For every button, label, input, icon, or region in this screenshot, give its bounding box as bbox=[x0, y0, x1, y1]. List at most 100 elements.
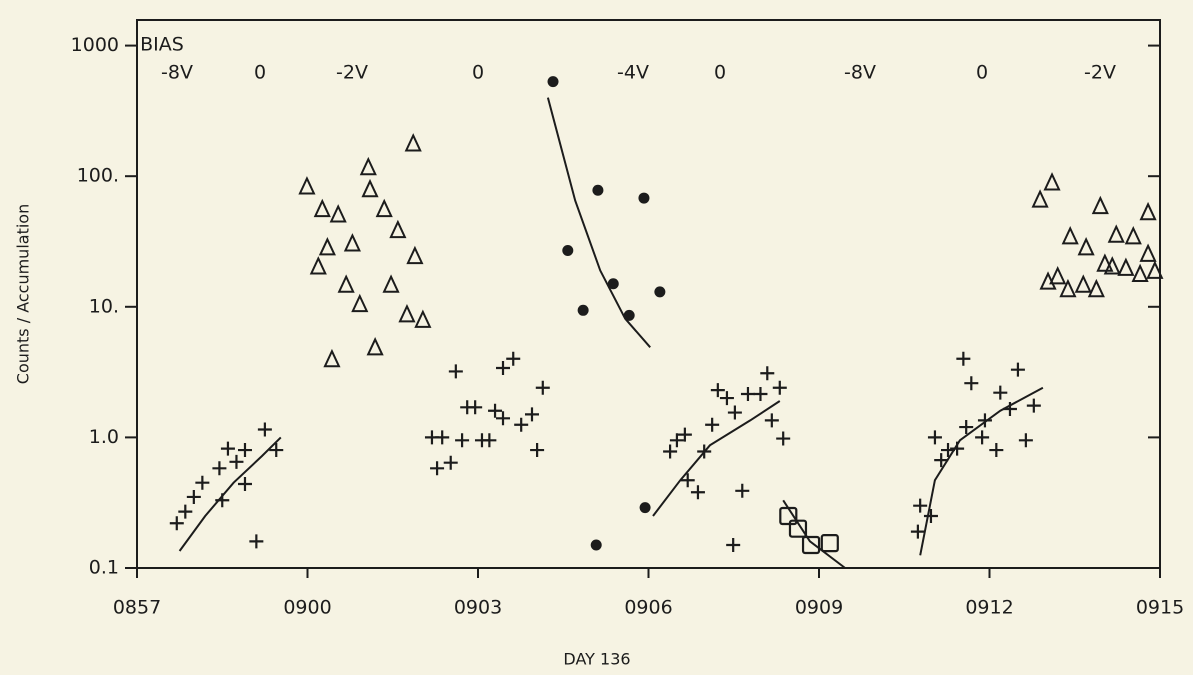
triangle-marker bbox=[1124, 226, 1142, 245]
x-axis-label: DAY 136 bbox=[563, 650, 630, 669]
fit-curve bbox=[652, 400, 781, 517]
bias-annotation: 0 bbox=[976, 62, 988, 84]
square-marker bbox=[820, 534, 839, 553]
triangle-marker bbox=[1074, 274, 1092, 293]
triangle-marker bbox=[337, 274, 355, 293]
plus-marker bbox=[690, 485, 705, 500]
triangle-marker bbox=[1131, 263, 1149, 283]
plus-marker bbox=[488, 403, 503, 418]
plus-marker bbox=[249, 534, 264, 549]
triangle-marker bbox=[1103, 256, 1121, 275]
triangle-marker bbox=[366, 337, 384, 356]
plus-marker bbox=[535, 380, 550, 395]
plus-marker bbox=[530, 443, 545, 458]
triangle-marker bbox=[313, 198, 331, 218]
triangle-marker bbox=[1091, 195, 1109, 215]
triangle-marker bbox=[1059, 278, 1077, 298]
plus-marker bbox=[496, 360, 511, 375]
fit-curve bbox=[782, 499, 846, 569]
plus-marker bbox=[705, 417, 720, 432]
triangle-marker bbox=[1139, 243, 1157, 262]
plus-marker bbox=[448, 364, 463, 379]
plus-marker bbox=[506, 351, 521, 366]
circle-marker bbox=[623, 309, 635, 321]
triangle-marker bbox=[323, 348, 341, 368]
plus-marker bbox=[964, 376, 979, 391]
bias-annotation: 0 bbox=[472, 62, 484, 84]
plus-marker bbox=[735, 483, 750, 498]
bias-annotation: 0 bbox=[714, 62, 726, 84]
triangle-marker bbox=[1107, 224, 1125, 243]
y-tick-label: 0.1 bbox=[89, 557, 119, 579]
plus-marker bbox=[927, 430, 942, 445]
x-tick-label: 0857 bbox=[113, 597, 161, 619]
plus-marker bbox=[934, 453, 949, 468]
circle-marker bbox=[547, 76, 559, 88]
plus-marker bbox=[1010, 362, 1025, 377]
plus-marker bbox=[435, 430, 450, 445]
plus-marker bbox=[178, 504, 193, 519]
square-marker bbox=[801, 535, 821, 555]
fit-curve bbox=[919, 386, 1044, 556]
triangle-marker bbox=[309, 256, 327, 275]
y-tick-label: 10. bbox=[89, 295, 119, 317]
bias-annotation: -4V bbox=[617, 62, 649, 84]
circle-marker bbox=[639, 502, 651, 514]
triangle-marker bbox=[398, 303, 416, 323]
plus-marker bbox=[496, 411, 511, 426]
circle-marker bbox=[590, 539, 602, 551]
plus-marker bbox=[468, 400, 483, 415]
triangle-marker bbox=[1087, 278, 1105, 298]
plus-marker bbox=[482, 433, 497, 448]
triangle-marker bbox=[375, 198, 393, 218]
fit-curve bbox=[178, 436, 282, 552]
triangle-marker bbox=[1117, 257, 1135, 276]
triangle-marker bbox=[351, 293, 369, 313]
plus-marker bbox=[169, 516, 184, 531]
plus-marker bbox=[740, 386, 755, 401]
y-tick-label: 1000 bbox=[71, 34, 119, 56]
plus-marker bbox=[680, 473, 695, 488]
y-tick-label: 1.0 bbox=[89, 426, 119, 448]
triangle-marker bbox=[382, 274, 400, 293]
triangle-marker bbox=[359, 156, 377, 176]
circle-marker bbox=[607, 278, 619, 290]
triangle-marker bbox=[406, 245, 424, 265]
plus-marker bbox=[677, 427, 692, 442]
x-tick-label: 0909 bbox=[795, 597, 843, 619]
plus-marker bbox=[727, 405, 742, 420]
plus-marker bbox=[719, 391, 734, 406]
triangle-marker bbox=[318, 237, 336, 256]
plus-marker bbox=[913, 498, 928, 513]
triangle-marker bbox=[1146, 260, 1164, 279]
y-axis-label: Counts / Accumulation bbox=[14, 204, 33, 384]
triangle-marker bbox=[298, 176, 316, 195]
plus-marker bbox=[977, 413, 992, 428]
plus-marker bbox=[710, 383, 725, 398]
triangle-marker bbox=[389, 219, 407, 239]
plus-marker bbox=[524, 407, 539, 422]
triangle-marker bbox=[1039, 271, 1057, 290]
plus-marker bbox=[220, 441, 235, 456]
plus-marker bbox=[195, 475, 210, 490]
bias-annotation: -2V bbox=[336, 62, 368, 84]
plus-marker bbox=[269, 443, 284, 458]
bias-annotation: -8V bbox=[161, 62, 193, 84]
triangle-marker bbox=[1139, 201, 1157, 221]
x-tick-label: 0912 bbox=[965, 597, 1013, 619]
plus-marker bbox=[1026, 398, 1041, 413]
triangle-marker bbox=[404, 133, 422, 152]
plot-frame bbox=[136, 19, 1161, 569]
circle-marker bbox=[654, 286, 666, 298]
plus-marker bbox=[959, 420, 974, 435]
triangle-marker bbox=[329, 204, 347, 223]
bias-annotation: -2V bbox=[1084, 62, 1116, 84]
plus-marker bbox=[753, 386, 768, 401]
bias-annotation: -8V bbox=[844, 62, 876, 84]
plus-marker bbox=[923, 509, 938, 524]
plus-marker bbox=[764, 413, 779, 428]
plus-marker bbox=[975, 430, 990, 445]
plus-marker bbox=[186, 489, 201, 504]
triangle-marker bbox=[343, 233, 361, 252]
triangle-marker bbox=[1031, 189, 1049, 208]
